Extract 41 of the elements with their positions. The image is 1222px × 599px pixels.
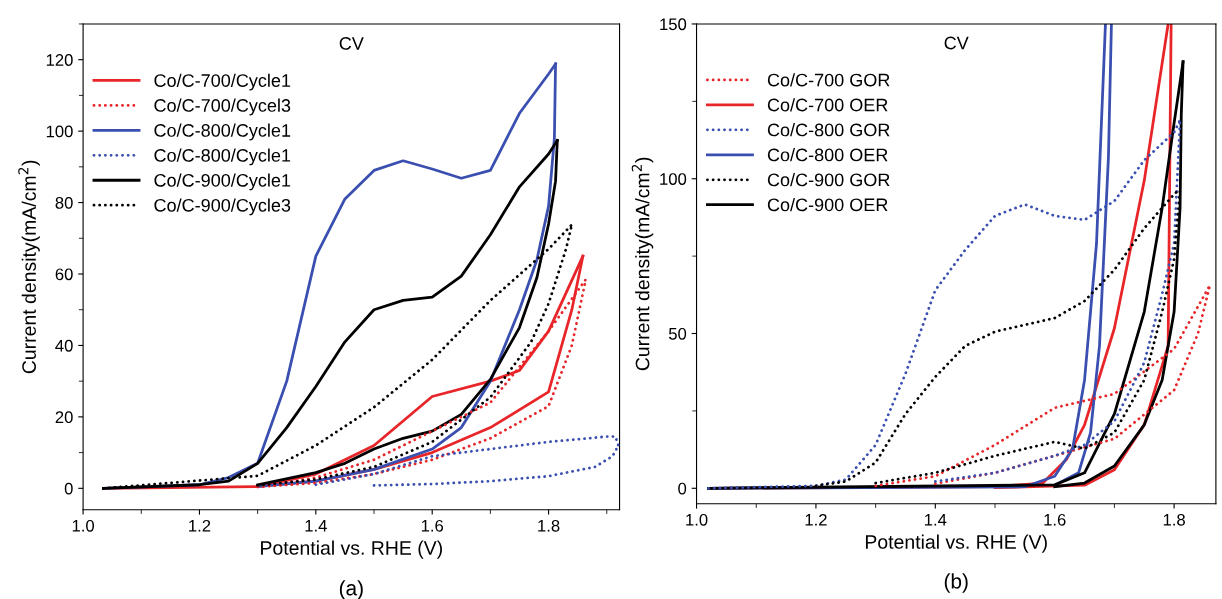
- legend-label: Co/C-800/Cycle1: [154, 123, 291, 141]
- legend-label: Co/C-900/Cycle1: [154, 173, 291, 191]
- y-tick-label: 80: [55, 196, 73, 209]
- y-tick-label: 120: [46, 54, 73, 66]
- y-axis-title: Current density(mA/cm$^{2}$): [631, 157, 654, 371]
- y-axis-title: Current density(mA/cm$^{2}$): [18, 160, 40, 374]
- text: (b): [944, 573, 968, 593]
- legend-label: Co/C-800 GOR: [767, 123, 890, 137]
- y-tick-label: 20: [55, 411, 73, 424]
- y-tick-label: 150: [660, 18, 687, 31]
- legend-label: Co/C-900 GOR: [767, 173, 890, 187]
- text: (a): [339, 580, 363, 599]
- y-tick-label: 100: [660, 173, 687, 185]
- x-tick-label: 1.4: [305, 520, 327, 532]
- text: CV: [944, 36, 969, 50]
- legend-label: Co/C-700/Cycle1: [154, 73, 291, 91]
- legend-label: Co/C-700/Cycel3: [154, 98, 291, 116]
- text: CV: [339, 37, 364, 50]
- x-tick-label: 1.8: [1163, 513, 1185, 526]
- y-tick-label: 100: [46, 125, 73, 138]
- y-tick-label: 0: [64, 482, 73, 495]
- legend-label: Co/C-900/Cycle3: [154, 198, 291, 216]
- x-axis-title: Potential vs. RHE (V): [261, 540, 442, 559]
- x-tick-label: 1.6: [1044, 513, 1066, 526]
- x-tick-label: 1.4: [925, 514, 947, 526]
- y-tick-label: 60: [55, 268, 73, 281]
- y-tick-label: 40: [55, 339, 73, 352]
- y-tick-label: 0: [678, 482, 687, 495]
- x-tick-label: 1.2: [805, 513, 827, 526]
- x-tick-label: 1.6: [421, 519, 444, 532]
- x-tick-label: 1.0: [686, 513, 708, 526]
- legend-label: Co/C-800 OER: [767, 148, 888, 162]
- legend-label: Co/C-900 OER: [767, 197, 888, 212]
- x-tick-label: 1.0: [72, 519, 95, 532]
- y-tick-label: 50: [668, 327, 687, 340]
- x-tick-label: 1.2: [189, 519, 211, 532]
- legend-label: Co/C-700 OER: [767, 98, 888, 112]
- legend-label: Co/C-700 GOR: [767, 73, 890, 87]
- x-tick-label: 1.8: [538, 519, 560, 532]
- x-axis-title: Potential vs. RHE (V): [865, 534, 1047, 553]
- legend-label: Co/C-800/Cycle1: [154, 148, 291, 166]
